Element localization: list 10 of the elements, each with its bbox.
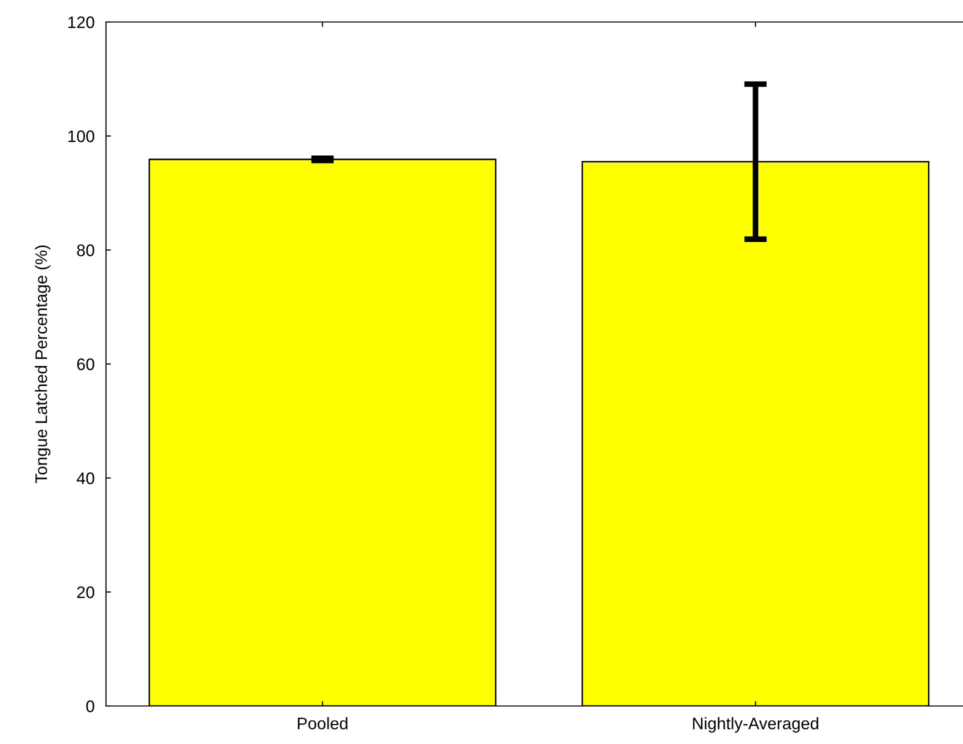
y-tick-label: 120 (68, 16, 94, 28)
x-tick-label: Nightly-Averaged (693, 717, 818, 733)
x-tick-label: Pooled (298, 717, 348, 730)
y-tick-label: 100 (68, 130, 94, 142)
y-tick-label: 0 (86, 700, 94, 712)
y-tick-label: 40 (76, 472, 94, 484)
y-tick-label: 20 (77, 586, 94, 598)
y-axis-title: Tongue Latched Percentage (%) (34, 246, 50, 484)
y-tick-label: 80 (77, 244, 94, 256)
y-tick-label: 60 (77, 358, 94, 370)
